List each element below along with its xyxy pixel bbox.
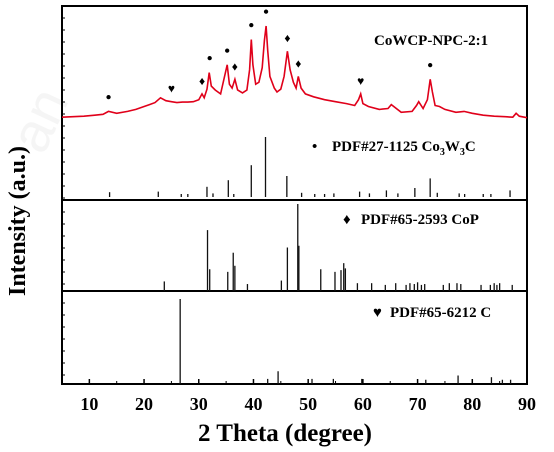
x-tick-label: 30 bbox=[190, 394, 208, 414]
peak-marker: • bbox=[263, 4, 269, 21]
co3w3c-sub-1: 3 bbox=[440, 147, 445, 158]
x-tick-label: 10 bbox=[80, 394, 98, 414]
x-tick-label: 90 bbox=[518, 394, 536, 414]
x-tick-label: 70 bbox=[409, 394, 427, 414]
ref-label-carbon: ♥ PDF#65-6212 C bbox=[373, 305, 491, 321]
peak-marker: • bbox=[224, 43, 230, 60]
svg-text:PDF#27-1125 Co3W3C: PDF#27-1125 Co3W3C bbox=[332, 139, 476, 158]
co3w3c-label-main: PDF#27-1125 Co bbox=[332, 139, 440, 155]
y-axis-label: Intensity (a.u.) bbox=[5, 146, 31, 296]
x-tick-label: 40 bbox=[244, 394, 262, 414]
cop-label-main: PDF#65-2593 CoP bbox=[361, 212, 479, 228]
peak-marker: ♥ bbox=[168, 82, 175, 96]
co3w3c-label-mid: W bbox=[445, 139, 460, 155]
carbon-marker-symbol: ♥ bbox=[373, 305, 382, 321]
peak-marker: ♦ bbox=[199, 74, 205, 88]
x-tick-label: 80 bbox=[463, 394, 481, 414]
co3w3c-sub-2: 3 bbox=[460, 147, 465, 158]
x-tick-label: 20 bbox=[135, 394, 153, 414]
cop-marker-symbol: ♦ bbox=[343, 212, 351, 228]
peak-marker: • bbox=[207, 51, 213, 68]
peak-marker: ♦ bbox=[284, 31, 290, 45]
panel-frames bbox=[61, 5, 528, 385]
peak-marker: ♦ bbox=[232, 59, 238, 73]
peak-marker: • bbox=[427, 57, 433, 74]
ref-label-co3w3c: • PDF#27-1125 Co3W3C bbox=[312, 139, 476, 158]
x-tick-label: 50 bbox=[299, 394, 317, 414]
ref-label-cop: ♦ PDF#65-2593 CoP bbox=[343, 212, 479, 228]
co3w3c-marker-symbol: • bbox=[312, 139, 317, 155]
co3w3c-label-end: C bbox=[465, 139, 476, 155]
peak-marker: ♥ bbox=[357, 74, 364, 88]
peak-marker: • bbox=[106, 89, 112, 106]
sample-xrd-line bbox=[61, 25, 528, 119]
plot-area: •♥♦• •♦••♦♦♥• bbox=[61, 4, 528, 384]
frame-carbon bbox=[61, 290, 528, 385]
x-axis: 10 20 30 40 50 60 70 80 90 bbox=[61, 379, 536, 414]
x-axis-label: 2 Theta (degree) bbox=[198, 420, 372, 447]
sample-label: CoWCP-NPC-2:1 bbox=[374, 33, 488, 49]
peak-marker: ♦ bbox=[295, 56, 301, 70]
x-tick-label: 60 bbox=[354, 394, 372, 414]
peak-marker: • bbox=[248, 18, 254, 35]
carbon-label-main: PDF#65-6212 C bbox=[390, 305, 491, 321]
